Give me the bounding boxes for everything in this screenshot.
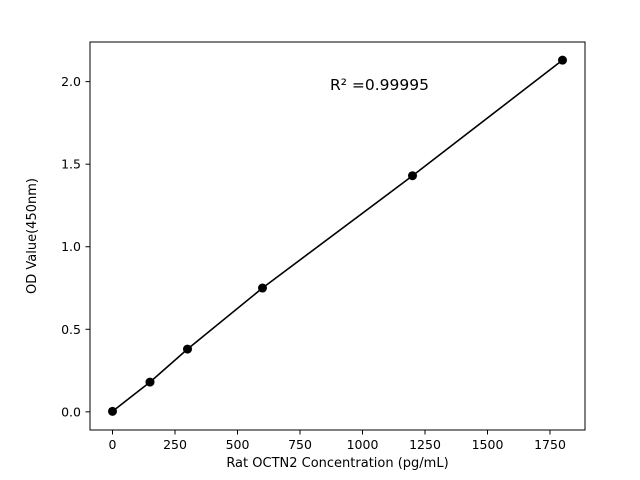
y-tick-label: 2.0 <box>61 74 81 89</box>
standard-curve-line <box>112 59 563 412</box>
y-tick-label: 1.5 <box>61 157 81 172</box>
data-point <box>108 406 117 416</box>
x-tick-label: 500 <box>226 437 250 452</box>
data-point <box>183 344 192 354</box>
x-tick-label: 1500 <box>472 437 504 452</box>
x-tick-label: 0 <box>109 437 117 452</box>
x-tick-label: 750 <box>288 437 312 452</box>
y-axis-label: OD Value(450nm) <box>25 178 40 294</box>
y-tick-label: 1.0 <box>61 239 81 254</box>
x-axis-label: Rat OCTN2 Concentration (pg/mL) <box>226 456 448 471</box>
x-tick-label: 1250 <box>409 437 441 452</box>
data-point <box>558 55 567 65</box>
y-tick-label: 0.5 <box>61 322 81 337</box>
data-point <box>258 283 267 293</box>
y-tick-label: 0.0 <box>61 404 81 419</box>
x-tick-label: 1750 <box>534 437 566 452</box>
x-tick-label: 1000 <box>347 437 379 452</box>
r-squared-annotation: R² =0.99995 <box>330 76 429 94</box>
data-point <box>408 171 417 181</box>
axes-box <box>89 41 586 431</box>
data-point <box>145 377 155 387</box>
x-tick-label: 250 <box>163 437 187 452</box>
